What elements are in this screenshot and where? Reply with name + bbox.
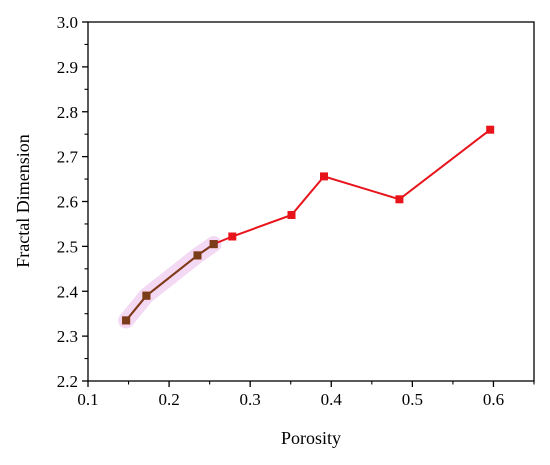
y-tick-label: 2.2 bbox=[57, 372, 78, 391]
data-point-marker bbox=[228, 232, 237, 241]
y-tick-label: 3.0 bbox=[57, 13, 78, 32]
x-axis-title: Porosity bbox=[281, 428, 341, 448]
series-layer bbox=[122, 125, 495, 325]
y-tick-label: 2.4 bbox=[57, 282, 79, 301]
y-tick-label: 2.8 bbox=[57, 103, 78, 122]
data-point-marker bbox=[320, 172, 328, 181]
x-tick-label: 0.4 bbox=[321, 390, 343, 409]
y-tick-label: 2.3 bbox=[57, 327, 78, 346]
y-tick-label: 2.6 bbox=[57, 193, 78, 212]
data-point-marker bbox=[142, 291, 151, 300]
y-tick-label: 2.7 bbox=[57, 148, 79, 167]
y-tick-label: 2.9 bbox=[57, 58, 78, 77]
plot-area-frame bbox=[87, 21, 535, 382]
data-point-marker bbox=[486, 125, 495, 134]
x-tick-label: 0.6 bbox=[483, 390, 504, 409]
x-tick-label: 0.3 bbox=[240, 390, 261, 409]
y-tick-label: 2.5 bbox=[57, 237, 78, 256]
data-point-marker bbox=[287, 211, 296, 219]
series-line bbox=[125, 128, 491, 322]
series-line bbox=[125, 243, 215, 322]
data-point-marker bbox=[122, 316, 131, 325]
x-tick-label: 0.1 bbox=[77, 390, 98, 409]
y-axis-title: Fractal Dimension bbox=[13, 134, 33, 267]
data-point-marker bbox=[209, 240, 218, 249]
data-point-marker bbox=[395, 195, 404, 204]
data-point-marker bbox=[193, 251, 202, 260]
axis-ticks: 0.1 0.2 0.3 0.4 0.5 0.6 2.2 2.3 2.4 2.5 2.6 2.7 2.8 2… bbox=[57, 13, 535, 409]
x-tick-label: 0.5 bbox=[402, 390, 423, 409]
x-tick-label: 0.2 bbox=[158, 390, 179, 409]
